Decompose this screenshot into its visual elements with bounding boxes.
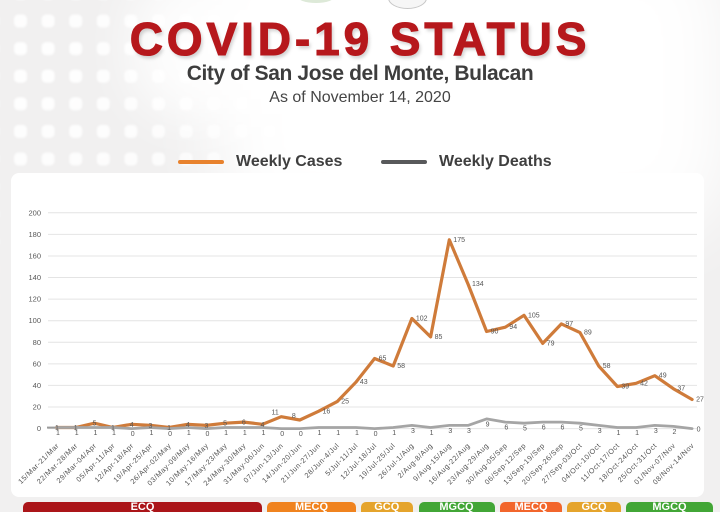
svg-text:6: 6 (242, 420, 246, 427)
svg-text:85: 85 (435, 334, 443, 341)
svg-text:100: 100 (28, 316, 41, 325)
svg-text:1: 1 (112, 430, 116, 437)
svg-text:1: 1 (187, 430, 191, 437)
svg-text:40: 40 (33, 381, 41, 390)
svg-text:0: 0 (168, 431, 172, 438)
svg-text:200: 200 (28, 208, 41, 217)
svg-text:1: 1 (75, 430, 79, 437)
svg-text:3: 3 (411, 428, 415, 435)
svg-text:1: 1 (55, 425, 59, 432)
svg-text:1: 1 (74, 425, 78, 432)
svg-text:97: 97 (565, 321, 573, 328)
svg-text:3: 3 (204, 423, 208, 430)
svg-text:2: 2 (672, 429, 676, 436)
svg-text:1: 1 (111, 425, 115, 432)
svg-text:16: 16 (323, 408, 331, 415)
svg-text:79: 79 (547, 340, 555, 347)
svg-text:1: 1 (318, 430, 322, 437)
svg-text:1: 1 (243, 430, 247, 437)
svg-text:60: 60 (33, 359, 41, 368)
svg-text:1: 1 (93, 430, 97, 437)
svg-text:25: 25 (341, 399, 349, 406)
svg-text:0: 0 (205, 431, 209, 438)
svg-text:11: 11 (272, 410, 279, 417)
svg-text:1: 1 (355, 430, 359, 437)
svg-text:5: 5 (223, 421, 227, 428)
svg-text:1: 1 (149, 430, 153, 437)
svg-text:94: 94 (509, 324, 517, 331)
svg-text:0: 0 (280, 431, 284, 438)
svg-text:120: 120 (28, 295, 41, 304)
svg-text:1: 1 (336, 430, 340, 437)
svg-text:0: 0 (697, 427, 701, 434)
svg-text:4: 4 (261, 422, 265, 429)
svg-text:175: 175 (453, 237, 465, 244)
svg-text:1: 1 (430, 430, 434, 437)
svg-text:5: 5 (579, 426, 583, 433)
svg-text:6: 6 (542, 425, 546, 432)
svg-text:5: 5 (92, 421, 96, 428)
svg-text:140: 140 (28, 273, 41, 282)
svg-text:5: 5 (523, 426, 527, 433)
svg-text:3: 3 (467, 428, 471, 435)
svg-text:6: 6 (560, 425, 564, 432)
svg-text:58: 58 (397, 363, 405, 370)
svg-text:6: 6 (504, 425, 508, 432)
svg-text:3: 3 (598, 428, 602, 435)
svg-text:180: 180 (28, 230, 41, 239)
svg-text:1: 1 (167, 425, 171, 432)
svg-text:89: 89 (584, 330, 592, 337)
svg-text:1: 1 (616, 430, 620, 437)
svg-text:8: 8 (292, 413, 296, 420)
svg-text:0: 0 (37, 424, 41, 433)
svg-text:1: 1 (392, 430, 396, 437)
svg-text:58: 58 (603, 363, 611, 370)
svg-text:90: 90 (491, 329, 499, 336)
svg-text:4: 4 (186, 422, 190, 429)
svg-text:1: 1 (56, 430, 60, 437)
svg-text:42: 42 (640, 380, 648, 387)
svg-text:20: 20 (33, 403, 41, 412)
svg-text:43: 43 (360, 379, 368, 386)
svg-text:39: 39 (621, 384, 629, 391)
svg-text:3: 3 (448, 428, 452, 435)
svg-text:27: 27 (696, 397, 704, 404)
svg-text:1: 1 (262, 430, 266, 437)
svg-text:80: 80 (33, 338, 41, 347)
svg-text:3: 3 (148, 423, 152, 430)
svg-text:0: 0 (299, 431, 303, 438)
svg-text:160: 160 (28, 252, 41, 261)
svg-text:134: 134 (472, 281, 484, 288)
svg-text:0: 0 (374, 431, 378, 438)
svg-text:0: 0 (131, 431, 135, 438)
svg-text:49: 49 (659, 373, 667, 380)
svg-text:65: 65 (379, 356, 387, 363)
svg-text:105: 105 (528, 312, 540, 319)
svg-text:102: 102 (416, 316, 428, 323)
svg-text:4: 4 (130, 422, 134, 429)
svg-text:3: 3 (654, 428, 658, 435)
svg-text:1: 1 (224, 430, 228, 437)
svg-text:9: 9 (486, 421, 490, 428)
svg-text:1: 1 (635, 430, 639, 437)
svg-text:37: 37 (677, 386, 685, 393)
